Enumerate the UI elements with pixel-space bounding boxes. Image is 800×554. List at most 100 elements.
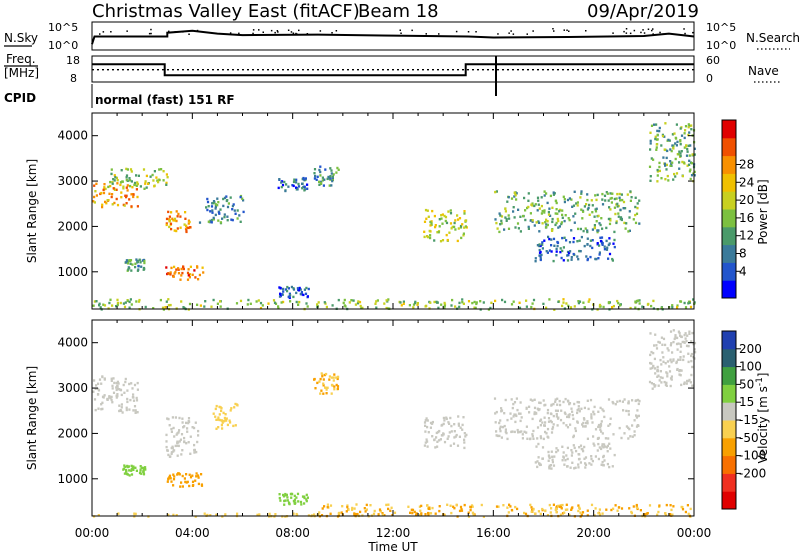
- power-cell: [129, 168, 133, 171]
- velocity-cell: [168, 424, 171, 427]
- velocity-cell: [188, 484, 191, 488]
- power-cell: [539, 258, 542, 262]
- colorbar-tick-label: 100: [739, 360, 762, 374]
- power-cell: [116, 203, 120, 207]
- x-tick-label: 00:00: [677, 526, 712, 540]
- velocity-cell: [435, 431, 438, 435]
- power-cell: [535, 221, 538, 224]
- power-cell: [598, 303, 602, 307]
- velocity-cell: [625, 409, 628, 413]
- power-cell: [560, 222, 563, 226]
- power-cell: [653, 123, 656, 126]
- nsearch-point: [467, 31, 470, 33]
- velocity-cell: [579, 461, 582, 464]
- velocity-cell: [679, 356, 682, 359]
- velocity-cell: [556, 403, 559, 406]
- power-cell: [647, 302, 650, 306]
- power-cell: [611, 192, 614, 195]
- power-cell: [436, 231, 439, 234]
- nsearch-point: [643, 32, 646, 34]
- velocity-cell: [672, 340, 675, 344]
- velocity-cell: [180, 453, 183, 456]
- velocity-cell: [336, 387, 339, 390]
- velocity-cell: [560, 409, 563, 412]
- velocity-cell: [687, 512, 690, 516]
- velocity-cell: [197, 429, 200, 433]
- nsearch-point: [455, 30, 458, 33]
- power-cell: [673, 132, 676, 135]
- velocity-cell: [546, 514, 550, 517]
- velocity-cell: [649, 367, 652, 370]
- power-cell: [196, 303, 199, 306]
- power-cell: [172, 219, 175, 222]
- velocity-cell: [654, 367, 657, 370]
- power-cell: [607, 301, 610, 304]
- power-cell: [578, 239, 581, 242]
- power-cell: [138, 258, 141, 261]
- velocity-cell: [539, 435, 542, 438]
- power-cell: [143, 259, 146, 263]
- velocity-cell: [580, 407, 583, 410]
- velocity-cell: [335, 383, 338, 387]
- power-cell: [212, 216, 215, 220]
- power-cell: [319, 165, 322, 168]
- power-cell: [629, 190, 632, 193]
- velocity-cell: [186, 430, 189, 433]
- velocity-cell: [346, 504, 349, 507]
- power-cell: [119, 301, 122, 305]
- velocity-cell: [224, 413, 227, 416]
- velocity-cell: [512, 402, 515, 406]
- power-cell: [232, 203, 235, 206]
- velocity-cell: [549, 464, 553, 467]
- velocity-cell: [650, 362, 653, 365]
- power-cell: [227, 202, 230, 205]
- velocity-cell: [671, 513, 674, 516]
- velocity-cell: [546, 427, 550, 431]
- velocity-cell: [659, 358, 662, 362]
- velocity-cell: [546, 411, 549, 415]
- power-cell: [613, 238, 616, 242]
- power-cell: [216, 204, 219, 207]
- power-cell: [136, 181, 139, 184]
- power-cell: [110, 195, 113, 199]
- velocity-cell: [586, 420, 589, 423]
- velocity-cell: [686, 504, 689, 507]
- velocity-cell: [459, 426, 462, 429]
- power-cell: [272, 299, 276, 302]
- power-cell: [613, 245, 616, 249]
- power-cell: [223, 213, 226, 216]
- velocity-cell: [677, 358, 680, 361]
- velocity-cell: [583, 406, 586, 410]
- power-cell: [505, 219, 508, 222]
- velocity-cell: [115, 396, 118, 399]
- power-cell: [580, 190, 583, 193]
- power-cell: [426, 209, 429, 212]
- velocity-cell: [575, 449, 578, 453]
- power-cell: [464, 219, 467, 222]
- power-cell: [626, 193, 629, 196]
- power-cell: [611, 306, 614, 309]
- velocity-cell: [170, 451, 173, 454]
- velocity-cell: [597, 423, 601, 427]
- velocity-cell: [554, 400, 557, 403]
- velocity-cell: [556, 397, 559, 400]
- velocity-cell: [679, 334, 682, 337]
- power-cell: [539, 250, 542, 254]
- velocity-cell: [117, 382, 120, 385]
- power-cell: [139, 185, 142, 188]
- power-cell: [512, 300, 515, 303]
- power-cell: [295, 181, 298, 184]
- nsearch-point: [623, 30, 625, 33]
- power-cell: [212, 218, 215, 221]
- velocity-cell: [531, 417, 534, 421]
- velocity-cell: [319, 377, 322, 381]
- velocity-cell: [674, 334, 677, 337]
- power-cell: [576, 204, 579, 207]
- velocity-cell: [125, 468, 128, 472]
- nsearch-point: [652, 28, 654, 30]
- power-cell: [524, 218, 527, 222]
- power-cell: [143, 267, 146, 271]
- velocity-cell: [305, 498, 308, 501]
- velocity-cell: [442, 433, 445, 436]
- power-panel: [91, 112, 695, 310]
